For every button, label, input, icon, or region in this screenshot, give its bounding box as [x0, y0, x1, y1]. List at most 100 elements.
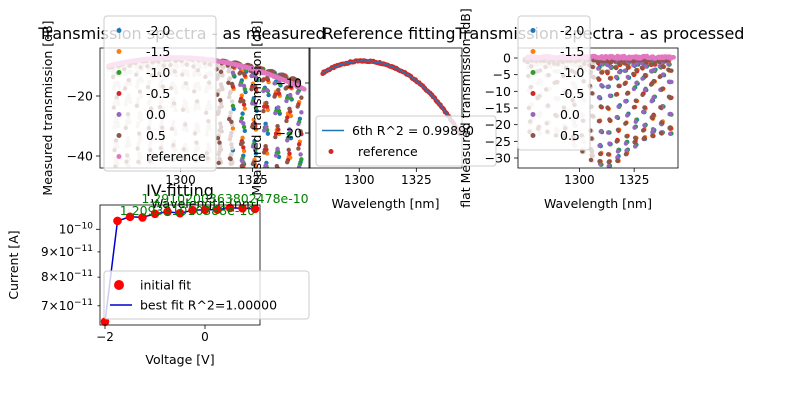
data-point	[276, 91, 282, 96]
reference-point	[301, 86, 307, 92]
data-point	[639, 65, 645, 70]
data-point	[597, 151, 603, 157]
legend-label: 0.5	[560, 128, 580, 143]
initial-fit-point	[175, 208, 185, 218]
data-point	[650, 113, 656, 119]
flat-reference-point	[671, 55, 676, 60]
data-point	[218, 69, 224, 74]
legend-point-marker	[530, 133, 536, 138]
data-point	[604, 69, 610, 74]
data-point	[589, 153, 594, 158]
data-point	[623, 151, 629, 157]
data-point	[642, 73, 648, 78]
data-point	[229, 145, 235, 151]
chart-title: Reference fitting	[322, 24, 455, 43]
data-point	[668, 111, 674, 117]
data-point	[622, 81, 627, 87]
data-point	[218, 82, 224, 87]
data-point	[599, 82, 604, 88]
data-point	[251, 117, 256, 122]
data-point	[241, 83, 247, 89]
data-point	[286, 176, 290, 180]
x-axis-label: Wavelength [nm]	[544, 196, 652, 211]
data-point	[606, 159, 611, 165]
y-tick-label: −5	[493, 67, 511, 82]
data-point	[273, 153, 279, 158]
data-point	[299, 110, 304, 115]
legend-point-marker	[116, 154, 122, 159]
data-point	[260, 78, 265, 83]
data-point	[219, 104, 224, 109]
data-point	[275, 123, 280, 129]
data-point	[241, 98, 246, 104]
data-point	[659, 120, 664, 125]
data-point	[296, 121, 301, 127]
legend-label: -1.5	[560, 44, 584, 59]
legend-label: reference	[358, 144, 418, 159]
data-point	[615, 158, 620, 163]
data-point	[615, 127, 621, 133]
data-point	[598, 104, 603, 109]
chart-title: IV-fitting	[146, 181, 214, 200]
data-point	[595, 59, 600, 64]
data-point	[296, 142, 302, 147]
data-point	[298, 181, 302, 185]
data-point	[605, 152, 611, 157]
data-point	[226, 69, 231, 74]
data-point	[254, 108, 259, 113]
data-point	[273, 110, 278, 116]
data-point	[250, 124, 255, 130]
data-point	[241, 148, 247, 154]
data-point	[608, 64, 613, 70]
data-point	[613, 74, 619, 80]
data-point	[298, 172, 302, 176]
data-point	[622, 68, 627, 73]
initial-fit-point	[250, 204, 260, 214]
data-point	[606, 164, 611, 168]
data-point	[272, 94, 277, 99]
chart-transmission-processed: 1300 1325 0−5 −10 −15−20 −25 −30 Transmission s…	[455, 8, 745, 211]
data-point	[217, 156, 222, 161]
data-point	[230, 126, 236, 131]
data-point	[216, 160, 221, 166]
data-point	[631, 86, 637, 92]
data-point	[276, 127, 281, 132]
data-point	[299, 182, 303, 186]
y-tick-label: −40	[67, 149, 93, 164]
data-point	[605, 84, 610, 90]
data-point	[261, 108, 266, 114]
data-point	[287, 172, 291, 176]
data-point	[642, 123, 647, 128]
legend-point-marker	[328, 149, 334, 154]
data-point	[227, 137, 233, 142]
data-point	[228, 110, 233, 115]
data-point	[265, 107, 271, 113]
data-point	[589, 91, 595, 96]
data-point	[253, 148, 258, 153]
data-point	[286, 174, 290, 178]
data-point	[264, 75, 270, 81]
legend-point-marker	[116, 49, 122, 54]
legend-point-marker	[116, 70, 122, 75]
data-point	[605, 130, 611, 135]
y-tick-label: −25	[485, 134, 511, 149]
y-axis-label: Current [A]	[6, 230, 21, 299]
data-point	[287, 106, 292, 111]
data-point	[650, 133, 655, 138]
legend-label: -1.0	[146, 65, 170, 80]
data-point	[276, 150, 281, 155]
legend-point-marker	[530, 28, 536, 33]
data-point	[266, 92, 271, 98]
data-point	[589, 113, 595, 119]
data-point	[623, 141, 629, 146]
data-point	[624, 113, 630, 118]
data-point	[229, 81, 235, 87]
initial-fit-point	[125, 212, 135, 222]
legend-label: 6th R^2 = 0.99890	[352, 123, 474, 138]
chart-iv-fitting: −2 0 10−10 9×10−11 8×10−11 7×10−11 IV-fitting V…	[6, 181, 310, 367]
data-point	[614, 139, 619, 144]
data-point	[596, 76, 601, 81]
data-point	[298, 178, 302, 182]
data-point	[264, 124, 269, 129]
data-point	[241, 102, 247, 107]
